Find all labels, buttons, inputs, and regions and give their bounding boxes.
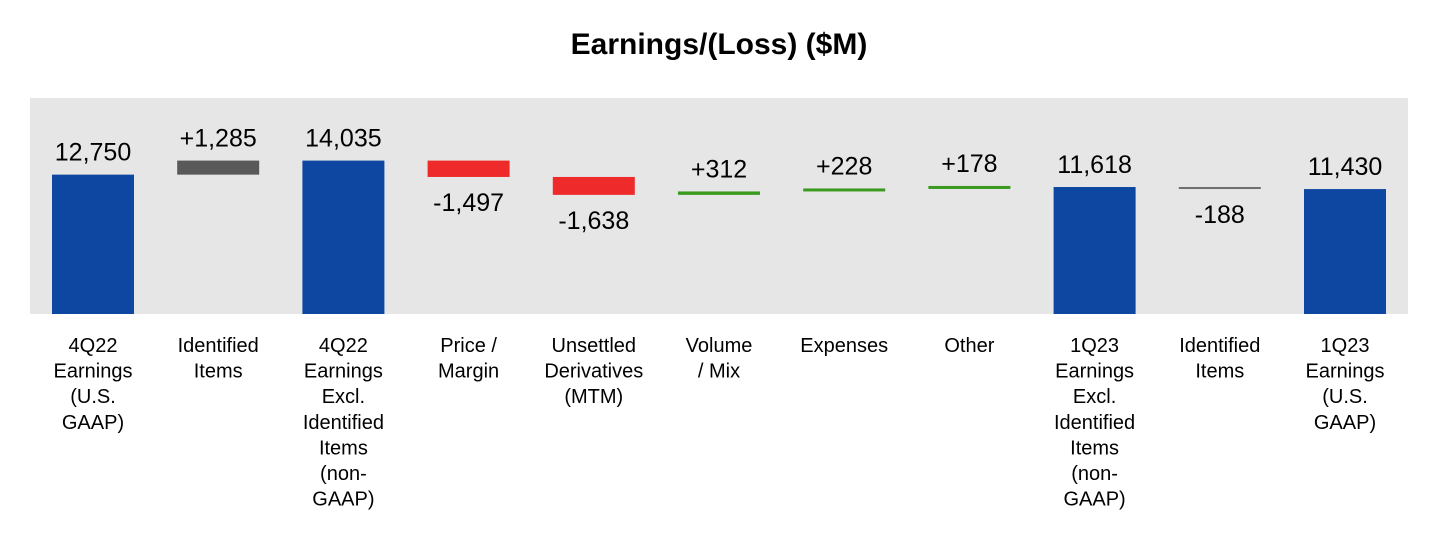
category-label-line: / Mix <box>698 361 740 383</box>
category-label-line: Volume <box>686 335 753 357</box>
bar-5 <box>552 176 635 195</box>
category-label-line: Earnings <box>1306 361 1385 383</box>
category-label-line: Derivatives <box>544 361 643 383</box>
category-label-10: Identified Items <box>1179 335 1260 383</box>
value-label-5: -1,638 <box>558 207 629 235</box>
bars-group: 12,750 4Q22 Earnings (U.S. GAAP) +1,285 Identi… <box>52 125 1386 511</box>
bar-2 <box>177 160 260 175</box>
category-label-line: (U.S. <box>70 386 116 408</box>
bar-3 <box>302 160 385 314</box>
category-label-line: GAAP) <box>62 412 124 434</box>
category-label-line: Price / <box>440 335 497 357</box>
category-label-line: Earnings <box>1055 361 1134 383</box>
category-label-line: Earnings <box>54 361 133 383</box>
category-label-line: (U.S. <box>1322 386 1368 408</box>
category-label-line: (non- <box>1071 463 1118 485</box>
bar-7 <box>803 188 886 192</box>
category-label-line: 4Q22 <box>319 335 368 357</box>
category-label-2: Identified Items <box>178 335 259 383</box>
bar-10 <box>1178 187 1261 190</box>
category-label-line: (non- <box>320 463 367 485</box>
value-label-7: +228 <box>816 152 872 180</box>
bar-1 <box>52 174 134 314</box>
category-label-5: Unsettled Derivatives (MTM) <box>544 335 643 408</box>
category-label-line: Earnings <box>304 361 383 383</box>
category-label-line: Identified <box>1054 412 1135 434</box>
bar-4 <box>427 160 510 177</box>
bar-6 <box>678 191 760 195</box>
category-label-line: Items <box>1070 437 1119 459</box>
category-label-line: Excl. <box>1073 386 1116 408</box>
category-label-line: GAAP) <box>1314 412 1376 434</box>
category-label-line: 4Q22 <box>69 335 118 357</box>
value-label-9: 11,618 <box>1057 151 1132 179</box>
category-label-line: Items <box>194 361 243 383</box>
category-label-line: Identified <box>178 335 259 357</box>
category-label-line: Unsettled <box>552 335 637 357</box>
category-label-line: (MTM) <box>564 386 623 408</box>
category-label-4: Price / Margin <box>438 335 499 383</box>
category-label-line: Identified <box>303 412 384 434</box>
category-label-7: Expenses <box>800 335 888 357</box>
value-label-3: 14,035 <box>305 125 381 153</box>
category-label-3: 4Q22 Earnings Excl. Identified Items (non- GAA… <box>303 335 384 511</box>
category-label-line: 1Q23 <box>1321 335 1370 357</box>
category-label-line: Excl. <box>322 386 365 408</box>
value-label-1: 12,750 <box>55 139 131 167</box>
bar-9 <box>1053 187 1136 314</box>
value-label-10: -188 <box>1195 201 1245 229</box>
category-label-line: Other <box>944 335 994 357</box>
category-label-line: Items <box>319 437 368 459</box>
category-label-line: 1Q23 <box>1070 335 1119 357</box>
category-label-line: Identified <box>1179 335 1260 357</box>
category-label-line: GAAP) <box>312 489 374 511</box>
category-label-line: Margin <box>438 361 499 383</box>
category-label-line: Items <box>1195 361 1244 383</box>
bar-8 <box>928 185 1011 189</box>
category-label-line: Expenses <box>800 335 888 357</box>
category-label-line: GAAP) <box>1063 489 1125 511</box>
chart-title: Earnings/(Loss) ($M) <box>571 28 868 61</box>
category-label-6: Volume / Mix <box>686 335 753 383</box>
value-label-4: -1,497 <box>433 189 504 217</box>
plot-background <box>30 98 1408 314</box>
value-label-8: +178 <box>941 150 997 178</box>
category-label-9: 1Q23 Earnings Excl. Identified Items (non- GAA… <box>1054 335 1135 511</box>
category-label-11: 1Q23 Earnings (U.S. GAAP) <box>1306 335 1385 434</box>
value-label-11: 11,430 <box>1308 153 1383 181</box>
category-label-8: Other <box>944 335 994 357</box>
category-label-1: 4Q22 Earnings (U.S. GAAP) <box>54 335 133 434</box>
value-label-2: +1,285 <box>180 125 257 153</box>
value-label-6: +312 <box>691 155 747 183</box>
bar-11 <box>1304 189 1386 314</box>
